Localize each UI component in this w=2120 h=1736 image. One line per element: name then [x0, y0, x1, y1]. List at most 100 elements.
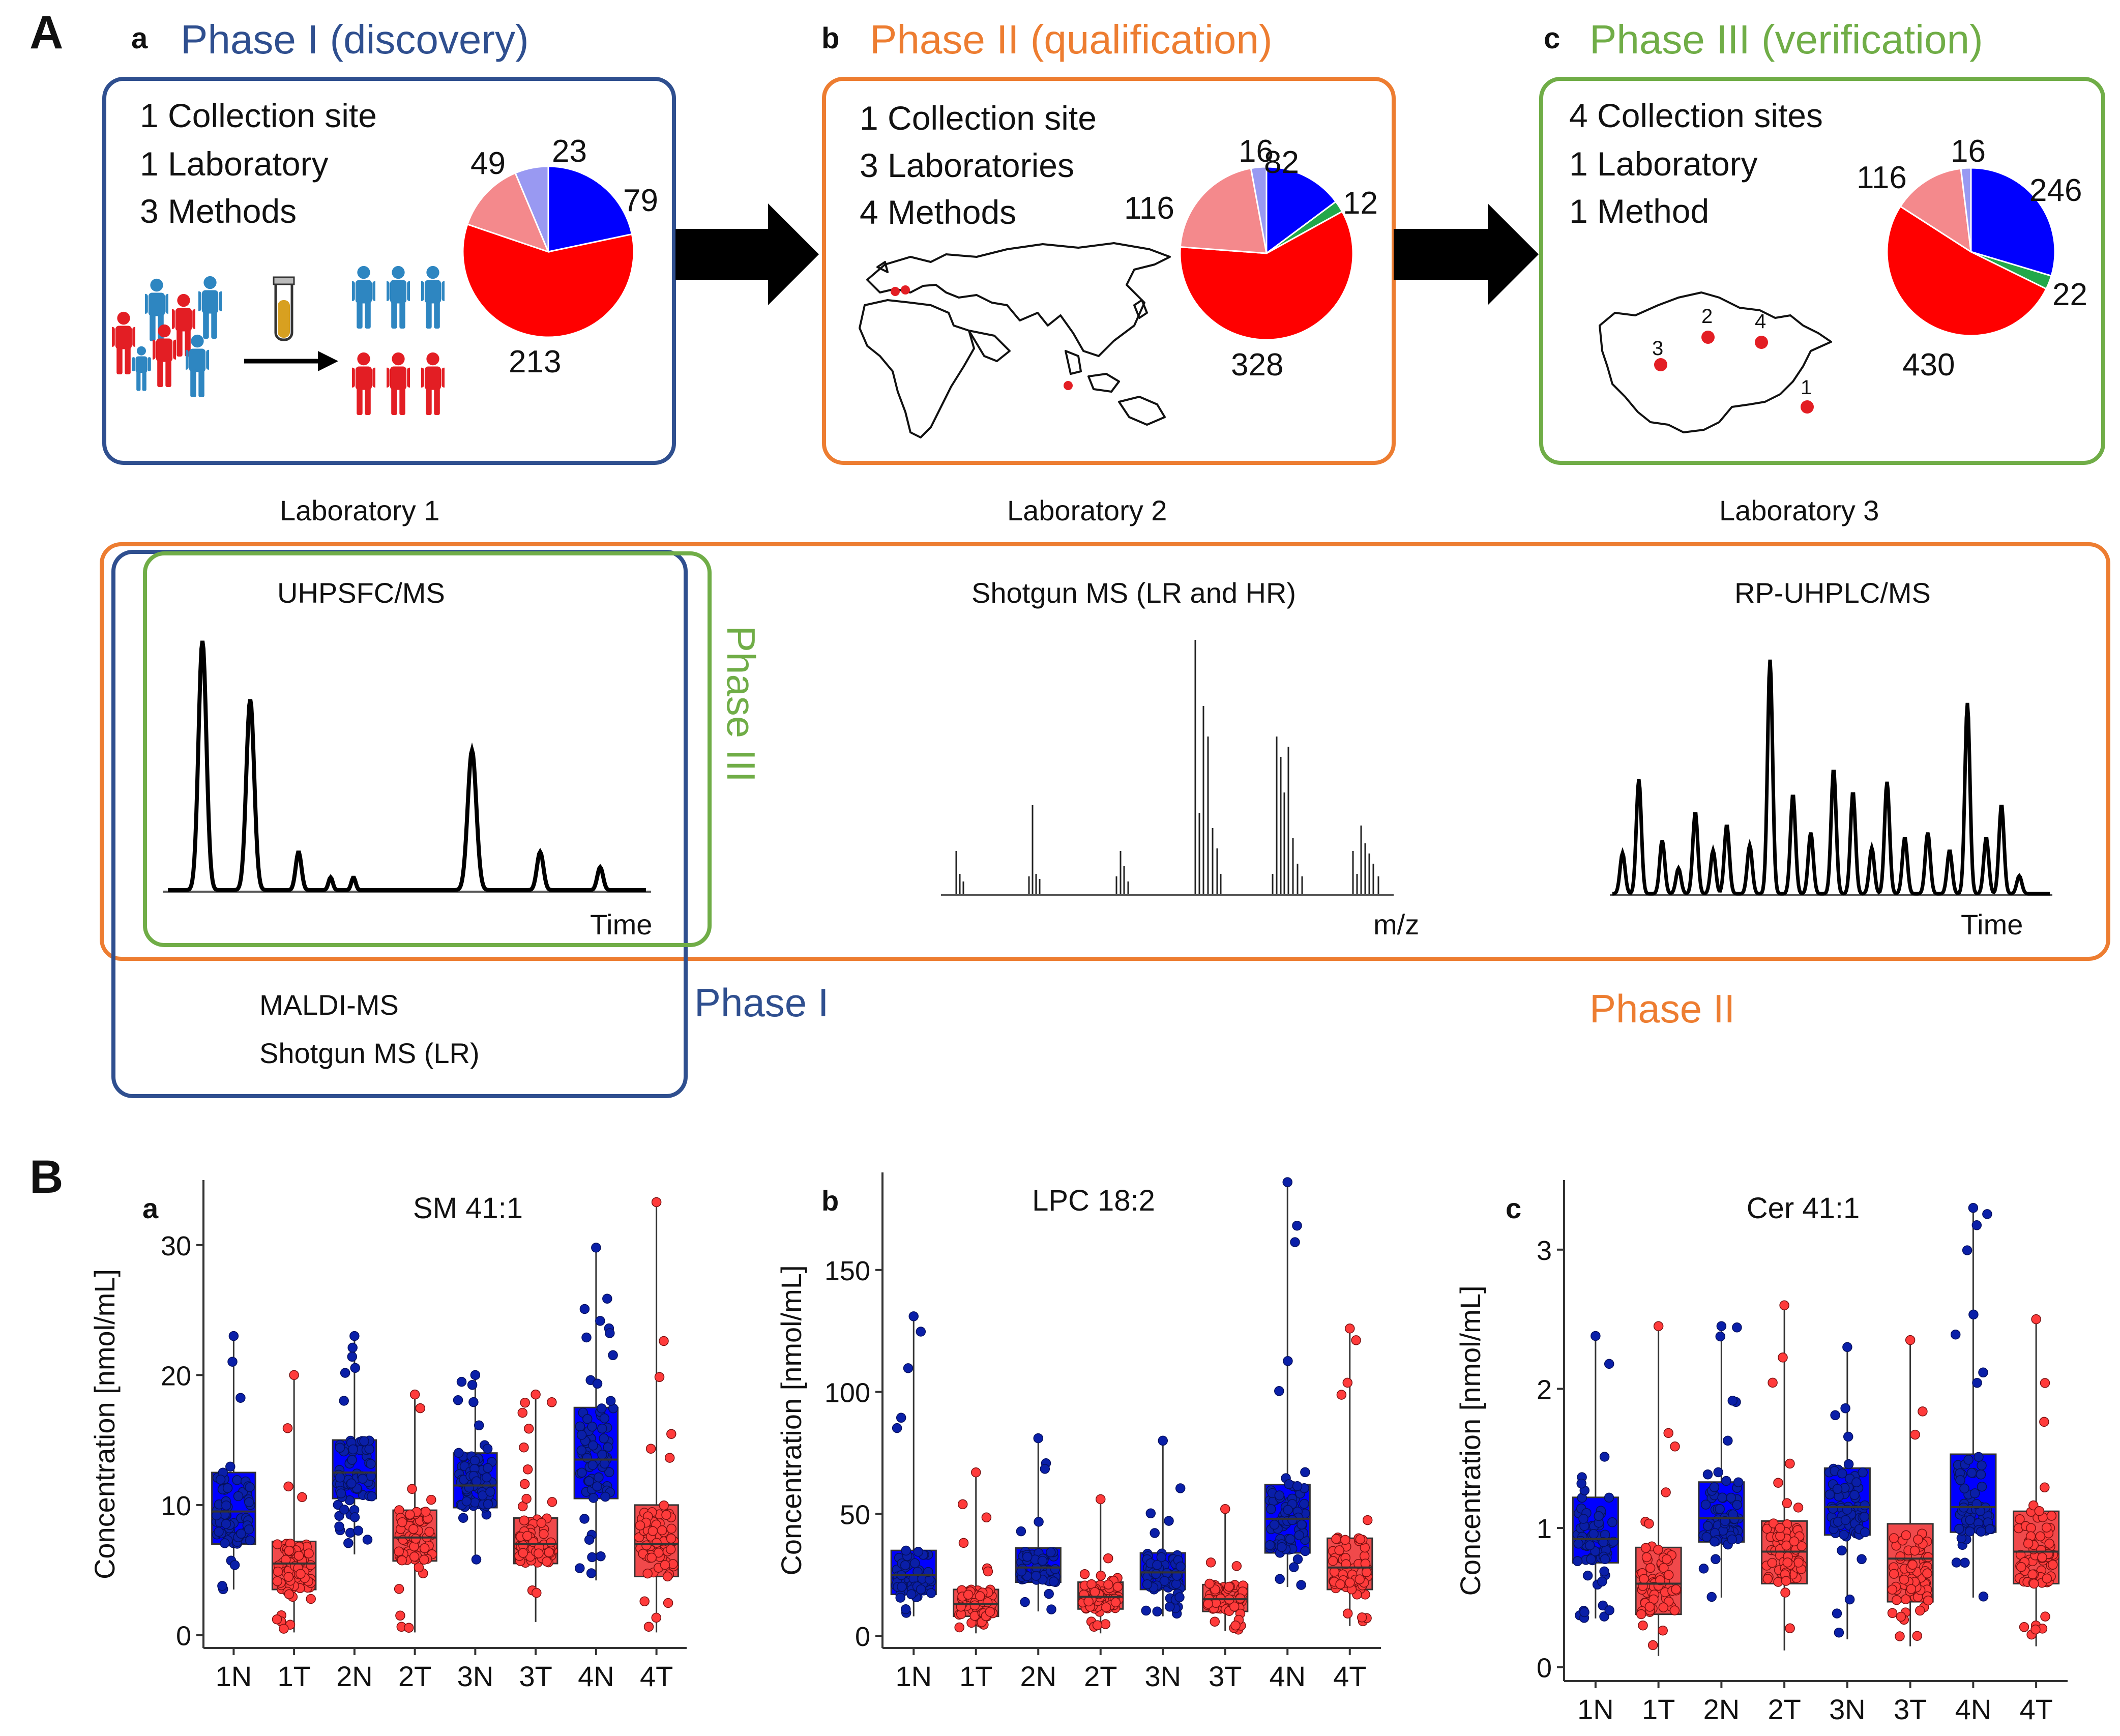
data-point	[1204, 1578, 1215, 1589]
pie-slice-213	[462, 223, 635, 338]
data-point	[350, 1363, 360, 1373]
data-point-max	[591, 1243, 601, 1253]
data-point	[1090, 1587, 1100, 1597]
data-point	[664, 1453, 675, 1463]
data-point	[410, 1534, 421, 1544]
data-point	[1040, 1464, 1050, 1474]
data-point	[1658, 1625, 1668, 1636]
data-point	[1269, 1519, 1280, 1530]
x-tick-label: 3N	[457, 1660, 494, 1692]
data-point	[2040, 1482, 2050, 1493]
data-point	[1669, 1605, 1680, 1615]
data-point	[1599, 1452, 1610, 1462]
data-point	[926, 1588, 936, 1598]
data-point	[1224, 1581, 1234, 1592]
x-tick-label: 2N	[1703, 1693, 1740, 1725]
method-shotgun-axis: m/z	[1373, 908, 1419, 940]
method-uhpsfc-title: UHPSFC/MS	[277, 577, 445, 609]
data-point	[1292, 1554, 1303, 1565]
data-point-max	[1282, 1177, 1292, 1187]
data-point	[1034, 1517, 1044, 1527]
boxplot-title: LPC 18:2	[1032, 1184, 1155, 1217]
data-point	[1837, 1545, 1847, 1556]
data-point	[1351, 1335, 1361, 1345]
data-point	[273, 1566, 283, 1577]
phase1-line-labs: 1 Laboratory	[140, 145, 329, 183]
data-point	[666, 1429, 676, 1439]
data-point	[1171, 1579, 1182, 1589]
data-point	[464, 1482, 475, 1493]
data-point	[1647, 1640, 1658, 1651]
data-point	[222, 1483, 233, 1493]
data-point	[454, 1448, 464, 1458]
data-point	[522, 1464, 533, 1475]
data-point	[1292, 1220, 1302, 1231]
data-point	[1977, 1460, 1987, 1470]
data-point	[1355, 1574, 1365, 1584]
data-point	[534, 1548, 544, 1558]
data-point	[2042, 1573, 2052, 1584]
data-point	[1860, 1527, 1870, 1538]
data-point	[244, 1497, 254, 1508]
data-point	[1899, 1574, 1909, 1585]
data-point	[1701, 1532, 1712, 1542]
data-point	[1828, 1504, 1838, 1514]
data-point	[1711, 1554, 1721, 1565]
data-point	[485, 1487, 495, 1497]
method-rpuhplc-axis: Time	[1961, 908, 2023, 940]
world-map	[859, 242, 1171, 438]
data-point	[1031, 1571, 1041, 1581]
data-point	[1639, 1574, 1649, 1584]
data-point	[897, 1581, 907, 1592]
data-point	[597, 1450, 607, 1460]
panel-a-letter: A	[30, 7, 63, 58]
data-point	[1290, 1237, 1300, 1247]
y-tick-label: 150	[825, 1256, 870, 1286]
data-point	[1793, 1557, 1804, 1568]
y-tick-label: 0	[855, 1622, 870, 1652]
pie-phase3	[1886, 167, 2056, 337]
data-point	[576, 1430, 587, 1440]
data-point	[1839, 1529, 1849, 1540]
data-point	[284, 1546, 295, 1556]
data-point	[581, 1332, 592, 1343]
data-point	[1164, 1516, 1174, 1526]
x-tick-label: 1T	[959, 1660, 992, 1692]
data-point	[1887, 1608, 1898, 1619]
site-marker-2	[1701, 331, 1715, 344]
data-point	[647, 1526, 658, 1536]
pie-slice-49	[466, 172, 550, 253]
data-point-max	[470, 1370, 481, 1380]
data-point	[2044, 1538, 2054, 1549]
data-point	[1910, 1429, 1920, 1440]
data-point	[2027, 1569, 2038, 1580]
data-point	[471, 1554, 482, 1565]
data-point	[1844, 1594, 1855, 1605]
data-point	[2041, 1522, 2052, 1533]
data-point	[596, 1551, 606, 1562]
data-point	[1915, 1605, 1925, 1616]
data-point	[1732, 1499, 1742, 1510]
data-point	[1645, 1563, 1656, 1573]
phase2-sub-letter: b	[821, 22, 839, 55]
data-point	[346, 1478, 357, 1489]
data-point	[982, 1597, 993, 1607]
data-point	[1101, 1602, 1111, 1612]
data-point	[659, 1500, 669, 1511]
x-tick-label: 3T	[1209, 1660, 1242, 1692]
data-point	[1264, 1540, 1275, 1550]
data-point	[408, 1524, 419, 1534]
pie-slice-246	[1970, 167, 2056, 277]
data-point	[587, 1552, 597, 1563]
data-point	[236, 1528, 246, 1539]
data-point	[1775, 1523, 1785, 1533]
data-point	[1951, 1557, 1962, 1568]
phase1-box	[102, 77, 676, 465]
data-point-max	[908, 1311, 919, 1321]
data-point	[1659, 1563, 1669, 1573]
data-point	[1960, 1557, 1970, 1568]
data-point	[1165, 1602, 1175, 1612]
data-point	[1793, 1503, 1804, 1513]
x-tick-label: 4T	[2019, 1693, 2052, 1725]
data-point	[1663, 1570, 1674, 1580]
